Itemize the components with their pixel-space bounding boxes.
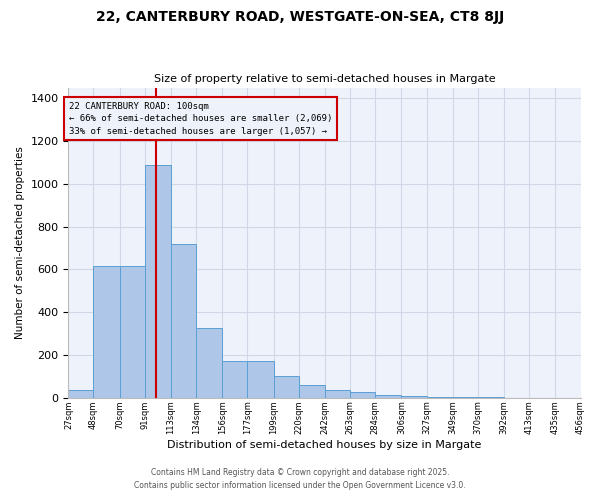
Bar [401,396,427,398]
Text: 22 CANTERBURY ROAD: 100sqm
← 66% of semi-detached houses are smaller (2,069)
33%: 22 CANTERBURY ROAD: 100sqm ← 66% of semi… [69,102,332,136]
Bar [427,396,453,398]
Bar [94,266,120,398]
Bar [453,397,478,398]
Bar [171,244,196,398]
Bar [325,390,350,398]
Bar [145,164,171,398]
Bar [247,362,274,398]
X-axis label: Distribution of semi-detached houses by size in Margate: Distribution of semi-detached houses by … [167,440,482,450]
Bar [196,328,223,398]
Bar [68,390,94,398]
Bar [299,385,325,398]
Bar [120,266,145,398]
Bar [274,376,299,398]
Bar [350,392,375,398]
Text: Contains HM Land Registry data © Crown copyright and database right 2025.
Contai: Contains HM Land Registry data © Crown c… [134,468,466,490]
Bar [375,394,401,398]
Y-axis label: Number of semi-detached properties: Number of semi-detached properties [15,146,25,339]
Text: 22, CANTERBURY ROAD, WESTGATE-ON-SEA, CT8 8JJ: 22, CANTERBURY ROAD, WESTGATE-ON-SEA, CT… [96,10,504,24]
Title: Size of property relative to semi-detached houses in Margate: Size of property relative to semi-detach… [154,74,495,84]
Bar [223,362,247,398]
